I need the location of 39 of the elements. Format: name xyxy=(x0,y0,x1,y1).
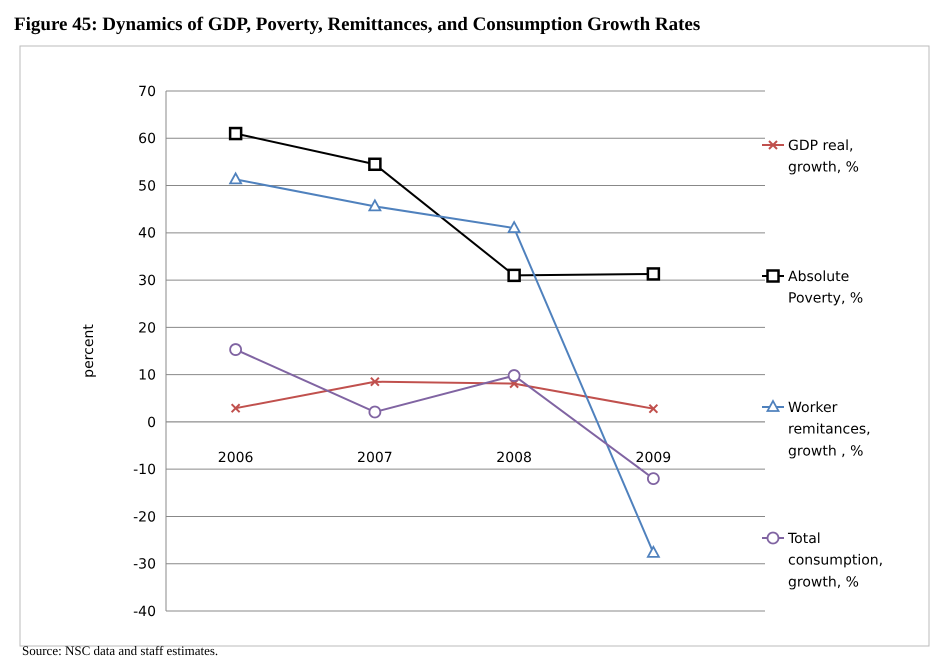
point xyxy=(648,404,658,414)
point xyxy=(370,376,380,387)
point xyxy=(507,268,521,282)
y-tick-label: 70 xyxy=(138,84,156,100)
y-tick-label: -10 xyxy=(133,462,156,478)
legend-label: Total consumption, growth, % xyxy=(787,530,884,590)
point xyxy=(229,343,242,356)
y-tick-label: 40 xyxy=(138,226,156,242)
point xyxy=(646,472,660,486)
x-tick-label: 2007 xyxy=(357,450,393,466)
legend-label: Worker remitances, growth , % xyxy=(788,400,871,460)
point xyxy=(229,172,242,184)
y-tick-label: 60 xyxy=(138,131,156,148)
y-tick-label: 10 xyxy=(138,368,156,384)
point xyxy=(646,546,660,558)
point xyxy=(368,158,382,172)
point xyxy=(508,369,521,382)
y-tick-label: 30 xyxy=(138,272,156,289)
y-tick-label: -30 xyxy=(133,556,156,573)
point xyxy=(230,403,241,414)
point xyxy=(509,378,520,389)
x-tick-label: 2009 xyxy=(636,450,672,466)
chart-title: Figure 45: Dynamics of GDP, Poverty, Remittances, and Consumption Growth Rates xyxy=(14,14,700,35)
point xyxy=(646,267,660,281)
source-note: Source: NSC data and staff estimates. xyxy=(22,643,218,657)
y-tick-label: 0 xyxy=(147,414,156,431)
x-tick-label: 2006 xyxy=(218,450,254,466)
y-axis-title: percent xyxy=(81,324,97,378)
x-tick-label: 2008 xyxy=(496,450,532,466)
point xyxy=(508,221,521,233)
legend-label: Absolute Poverty, % xyxy=(788,268,864,307)
y-tick-label: 50 xyxy=(138,178,156,194)
point xyxy=(228,126,242,140)
y-tick-label: 20 xyxy=(138,320,156,336)
y-tick-label: -40 xyxy=(133,604,156,620)
legend-label: GDP real, growth, % xyxy=(788,138,859,176)
point xyxy=(368,406,382,418)
y-tick-label: -20 xyxy=(133,509,156,526)
point xyxy=(368,199,382,212)
